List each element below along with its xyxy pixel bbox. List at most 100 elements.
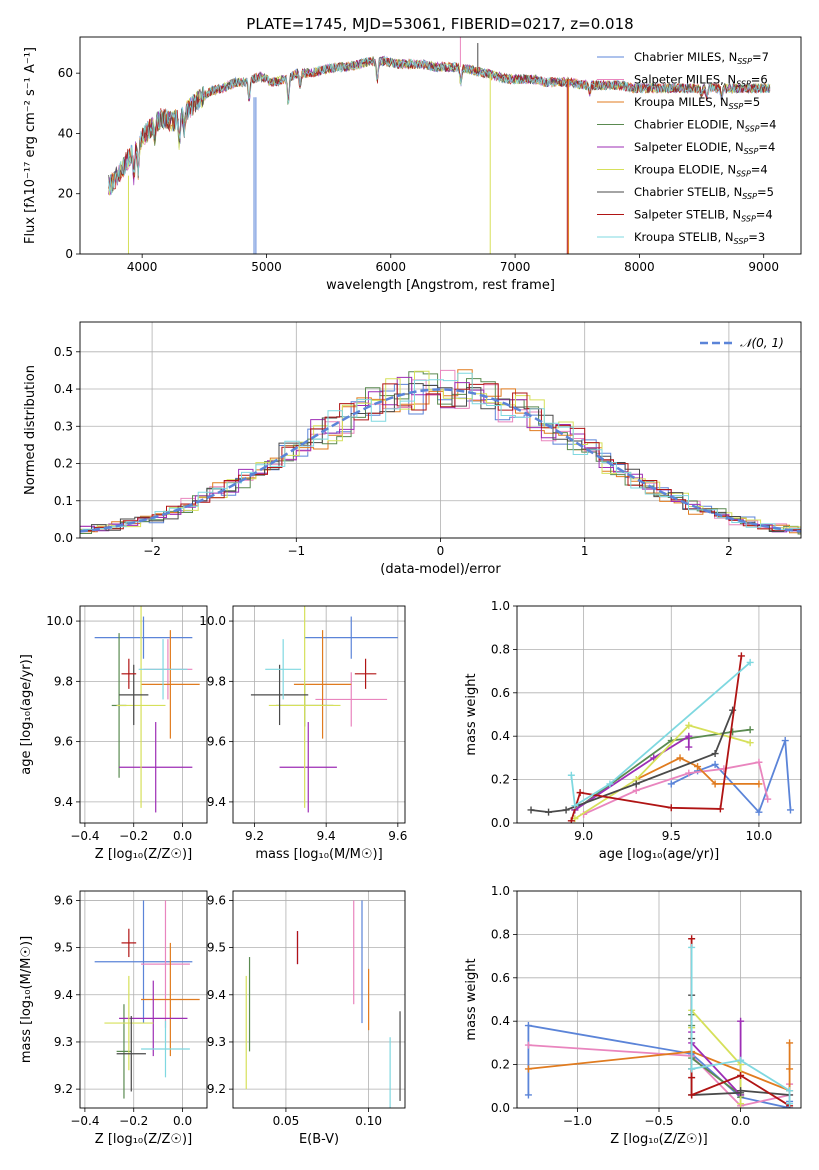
legend-entry-n: =3 xyxy=(748,230,765,244)
errorbar-point xyxy=(94,616,193,659)
weight-marker xyxy=(688,943,696,951)
spectrum-lines xyxy=(108,37,771,254)
weight-marker xyxy=(781,737,789,745)
spectrum-legend: Chabrier MILES, NSSP=7 Salpeter MILES, NS… xyxy=(597,50,776,246)
errorbar-point xyxy=(141,900,190,1028)
x-tick-label: 1 xyxy=(581,544,589,558)
axes-layer: 4000 5000 6000 7000 8000 90000204060wavelengt… xyxy=(19,36,802,1147)
legend-entry: Chabrier MILES, NSSP=7 xyxy=(634,50,769,66)
x-axis-label: mass [log₁₀(M/M☉)] xyxy=(255,847,382,862)
weight-marker xyxy=(716,805,724,813)
x-axis-label: age [log₁₀(age/yr)] xyxy=(599,847,720,862)
y-tick-label: 0.0 xyxy=(491,1101,510,1115)
weight-marker xyxy=(711,780,719,788)
errorbar-point xyxy=(116,606,166,808)
legend-entry: Salpeter MILES, NSSP=6 xyxy=(634,73,768,89)
legend-entry-sub: SSP xyxy=(734,237,749,246)
weight-marker xyxy=(571,802,579,810)
weight-marker xyxy=(685,769,693,777)
x-axis-label: wavelength [Angstrom, rest frame] xyxy=(326,278,555,293)
weight-series-line xyxy=(530,709,734,814)
weight-marker xyxy=(562,806,570,814)
weight-marker xyxy=(737,1056,745,1064)
legend-entry-sub: SSP xyxy=(744,147,759,156)
x-tick-label: −1 xyxy=(287,544,305,558)
errorbar-point xyxy=(250,664,309,726)
legend-entry: Kroupa STELIB, NSSP=3 xyxy=(634,230,765,246)
errorbar-point xyxy=(265,639,302,700)
legend-entry-n: =4 xyxy=(760,118,777,132)
normal-reference-curve xyxy=(80,388,801,533)
y-tick-label: 9.6 xyxy=(54,893,73,907)
weight-series-line xyxy=(570,655,743,822)
legend-entry-base: Salpeter ELODIE, N xyxy=(634,140,744,154)
weight-marker xyxy=(737,652,745,660)
y-tick-label: 9.6 xyxy=(54,735,73,749)
y-tick-label: 9.6 xyxy=(207,735,226,749)
legend-entry-sub: SSP xyxy=(742,192,757,201)
weight-marker xyxy=(545,808,553,816)
errorbar-group xyxy=(94,900,200,1099)
weight-marker xyxy=(676,754,684,762)
errorbar-point xyxy=(268,606,341,808)
x-tick-label: 0 xyxy=(437,544,445,558)
grid-layer xyxy=(80,322,801,1109)
weight-series-line xyxy=(583,761,769,816)
weight-series-line xyxy=(574,724,751,820)
errorbar-point xyxy=(121,928,137,958)
weight-marker xyxy=(524,1041,532,1049)
y-tick-label: 9.4 xyxy=(54,795,73,809)
weight-marker xyxy=(688,1091,696,1099)
errorbar-point xyxy=(141,630,200,739)
y-tick-label: 0 xyxy=(65,247,73,261)
weight-marker xyxy=(667,780,675,788)
weight-marker xyxy=(688,1074,696,1082)
weight-marker xyxy=(737,1100,745,1108)
y-tick-label: 10.0 xyxy=(46,614,73,628)
legend-entry: Kroupa ELODIE, NSSP=4 xyxy=(634,163,768,179)
weight-marker xyxy=(737,1017,745,1025)
legend-entry-sub: SSP xyxy=(737,57,752,66)
weight-marker xyxy=(755,758,763,766)
errorbar-point xyxy=(141,1020,190,1078)
errorbar-point xyxy=(354,658,377,689)
y-tick-label: 0.0 xyxy=(491,816,510,830)
axes-frame xyxy=(232,605,406,824)
legend-entry-n: =5 xyxy=(757,185,774,199)
weight-marker xyxy=(737,1071,745,1079)
x-tick-label: −2 xyxy=(143,544,161,558)
errorbar-point xyxy=(304,616,398,659)
weight-marker xyxy=(755,808,763,816)
weight-marker xyxy=(746,739,754,747)
weight-marker xyxy=(694,763,702,771)
y-tick-label: 0.2 xyxy=(491,773,510,787)
y-tick-label: 0.4 xyxy=(491,1014,510,1028)
legend-entry-sub: SSP xyxy=(736,80,751,89)
y-tick-label: 0.0 xyxy=(54,531,73,545)
weight-marker xyxy=(606,780,614,788)
y-tick-label: 9.5 xyxy=(54,941,73,955)
weight-marker xyxy=(688,935,696,943)
x-axis-label: (data-model)/error xyxy=(380,562,501,577)
x-tick-label: −0.5 xyxy=(644,1114,673,1128)
x-tick-label: −0.4 xyxy=(70,829,99,843)
weight-marker xyxy=(632,780,640,788)
weight-series-line xyxy=(690,1021,742,1098)
weight-marker xyxy=(737,1087,745,1095)
y-tick-label: 0.2 xyxy=(54,457,73,471)
y-axis-label: mass weight xyxy=(464,673,479,755)
x-tick-label: 9000 xyxy=(748,260,779,274)
legend-entry-n: =4 xyxy=(756,208,773,222)
y-tick-label: 9.8 xyxy=(207,674,226,688)
x-axis-label: E(B-V) xyxy=(299,1132,339,1147)
errorbar-point xyxy=(141,942,200,1057)
y-tick-label: 0.6 xyxy=(491,971,510,985)
x-tick-label: 4000 xyxy=(127,260,158,274)
weight-marker xyxy=(685,732,693,740)
weight-marker xyxy=(567,771,575,779)
legend-entry-sub: SSP xyxy=(736,170,751,179)
weight-marker xyxy=(786,806,794,814)
y-axis-label: Flux [fλ10⁻¹⁷ erg cm⁻² s⁻¹ A⁻¹] xyxy=(23,47,38,244)
x-tick-label: 9.6 xyxy=(388,829,407,843)
y-tick-label: 0.4 xyxy=(54,382,73,396)
